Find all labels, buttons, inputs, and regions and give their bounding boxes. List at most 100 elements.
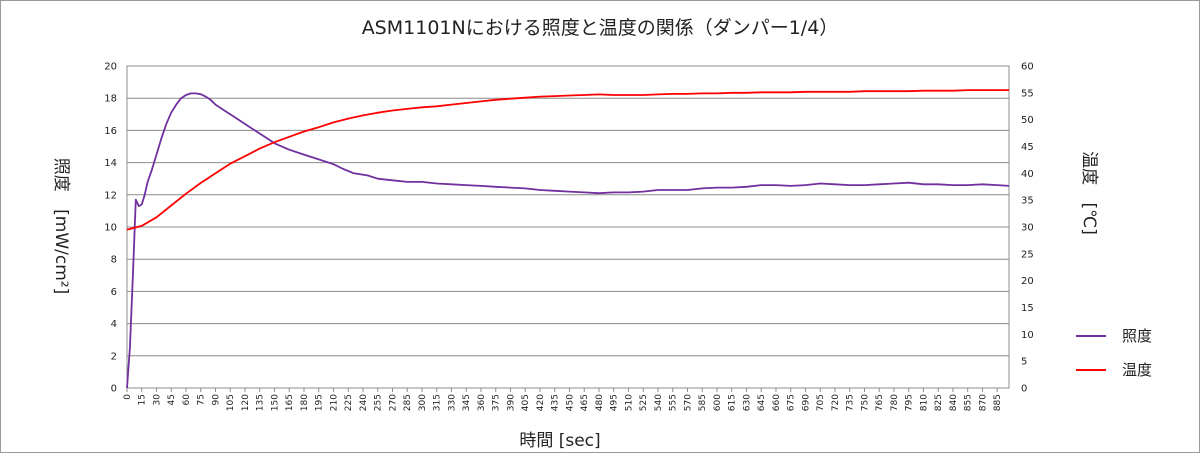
x-tick-label: 660 bbox=[772, 394, 782, 411]
x-tick-label: 120 bbox=[241, 394, 251, 411]
x-tick-label: 60 bbox=[182, 394, 192, 406]
right-tick-label: 25 bbox=[1021, 249, 1034, 260]
svg-text:温度 [℃]: 温度 [℃] bbox=[1079, 151, 1099, 235]
chart-title: ASM1101Nにおける照度と温度の関係（ダンパー1/4） bbox=[362, 17, 839, 39]
x-tick-label: 480 bbox=[595, 394, 605, 411]
x-tick-label: 210 bbox=[329, 394, 339, 411]
x-tick-label: 225 bbox=[344, 394, 354, 411]
x-tick-label: 285 bbox=[403, 394, 413, 411]
x-tick-label: 615 bbox=[728, 394, 738, 411]
x-tick-label: 810 bbox=[919, 394, 929, 411]
left-tick-label: 4 bbox=[111, 319, 117, 330]
x-tick-label: 180 bbox=[300, 394, 310, 411]
series-layer bbox=[126, 89, 1010, 389]
x-tick-label: 675 bbox=[787, 394, 797, 411]
x-tick-label: 90 bbox=[211, 394, 221, 406]
x-tick-label: 630 bbox=[742, 394, 752, 411]
x-tick-label: 495 bbox=[610, 394, 620, 411]
x-tick-label: 825 bbox=[934, 394, 944, 411]
left-tick-label: 2 bbox=[111, 351, 117, 362]
x-tick-label: 165 bbox=[285, 394, 295, 411]
right-axis-ticks: 0 5 10 15 20 25 30 35 40 45 50 55 60 bbox=[1021, 62, 1034, 395]
x-tick-label: 540 bbox=[654, 394, 664, 411]
x-tick-label: 270 bbox=[388, 394, 398, 411]
left-tick-label: 0 bbox=[111, 384, 117, 395]
x-tick-label: 150 bbox=[270, 394, 280, 411]
x-tick-label: 435 bbox=[551, 394, 561, 411]
right-tick-label: 30 bbox=[1021, 223, 1034, 234]
plot-area bbox=[126, 65, 1010, 389]
right-axis-label: 温度 [℃] bbox=[1079, 151, 1099, 235]
x-tick-label: 15 bbox=[138, 394, 148, 405]
left-axis-label-main: 照度 bbox=[51, 158, 71, 192]
right-tick-label: 0 bbox=[1021, 384, 1027, 395]
x-tick-label: 780 bbox=[890, 394, 900, 411]
x-tick-label: 405 bbox=[521, 394, 531, 411]
x-tick-label: 195 bbox=[315, 394, 325, 411]
left-tick-label: 18 bbox=[104, 94, 117, 105]
right-tick-label: 5 bbox=[1021, 357, 1027, 368]
right-tick-label: 45 bbox=[1021, 142, 1034, 153]
x-tick-label: 885 bbox=[993, 394, 1003, 411]
x-tick-label: 255 bbox=[374, 394, 384, 411]
x-tick-label: 45 bbox=[167, 394, 177, 405]
x-tick-label: 570 bbox=[683, 394, 693, 411]
x-tick-label: 390 bbox=[506, 394, 516, 411]
x-tick-label: 135 bbox=[256, 394, 266, 411]
x-tick-label: 465 bbox=[580, 394, 590, 411]
left-tick-label: 8 bbox=[111, 255, 117, 266]
x-tick-label: 0 bbox=[123, 394, 133, 400]
series-line-1 bbox=[126, 89, 1009, 231]
x-tick-label: 240 bbox=[359, 394, 369, 411]
x-tick-label: 525 bbox=[639, 394, 649, 411]
x-tick-label: 315 bbox=[433, 394, 443, 411]
x-tick-label: 420 bbox=[536, 394, 546, 411]
right-tick-label: 20 bbox=[1021, 276, 1034, 287]
left-tick-label: 14 bbox=[104, 158, 117, 169]
right-axis-label-main: 温度 bbox=[1079, 151, 1099, 185]
x-tick-label: 345 bbox=[462, 394, 472, 411]
left-tick-label: 10 bbox=[104, 223, 117, 234]
left-tick-label: 20 bbox=[104, 62, 117, 73]
right-tick-label: 35 bbox=[1021, 196, 1034, 207]
x-tick-label: 75 bbox=[197, 394, 207, 405]
x-tick-label: 765 bbox=[875, 394, 885, 411]
left-axis-label-unit: [mW/cm²] bbox=[51, 209, 71, 294]
x-tick-label: 750 bbox=[860, 394, 870, 411]
x-tick-label: 645 bbox=[757, 394, 767, 411]
right-tick-label: 15 bbox=[1021, 303, 1034, 314]
right-tick-label: 10 bbox=[1021, 330, 1034, 341]
x-axis-label: 時間 [sec] bbox=[519, 431, 600, 451]
x-tick-label: 105 bbox=[226, 394, 236, 411]
x-tick-label: 690 bbox=[801, 394, 811, 411]
left-axis-label: 照度 [mW/cm²] bbox=[51, 158, 71, 295]
x-tick-label: 705 bbox=[816, 394, 826, 411]
x-tick-label: 600 bbox=[713, 394, 723, 411]
x-tick-label: 510 bbox=[624, 394, 634, 411]
legend-label-1: 温度 bbox=[1122, 361, 1152, 379]
right-tick-label: 55 bbox=[1021, 88, 1034, 99]
right-tick-label: 50 bbox=[1021, 115, 1034, 126]
x-tick-label: 360 bbox=[477, 394, 487, 411]
right-tick-label: 60 bbox=[1021, 62, 1034, 73]
x-tick-label: 870 bbox=[978, 394, 988, 411]
x-tick-label: 30 bbox=[152, 394, 162, 406]
left-tick-label: 12 bbox=[104, 190, 117, 201]
series-line-0 bbox=[126, 92, 1010, 389]
legend-label-0: 照度 bbox=[1122, 327, 1152, 345]
x-tick-label: 555 bbox=[669, 394, 679, 411]
x-tick-label: 375 bbox=[492, 394, 502, 411]
x-tick-label: 585 bbox=[698, 394, 708, 411]
right-tick-label: 40 bbox=[1021, 169, 1034, 180]
left-tick-label: 16 bbox=[104, 126, 117, 137]
svg-text:照度 [mW/cm²]: 照度 [mW/cm²] bbox=[51, 158, 71, 295]
x-tick-label: 330 bbox=[447, 394, 457, 411]
x-tick-label: 795 bbox=[905, 394, 915, 411]
x-tick-label: 840 bbox=[949, 394, 959, 411]
left-tick-label: 6 bbox=[111, 287, 117, 298]
x-tick-label: 300 bbox=[418, 394, 428, 411]
grid-lines bbox=[127, 65, 1009, 389]
x-tick-label: 735 bbox=[846, 394, 856, 411]
x-tick-label: 450 bbox=[565, 394, 575, 411]
